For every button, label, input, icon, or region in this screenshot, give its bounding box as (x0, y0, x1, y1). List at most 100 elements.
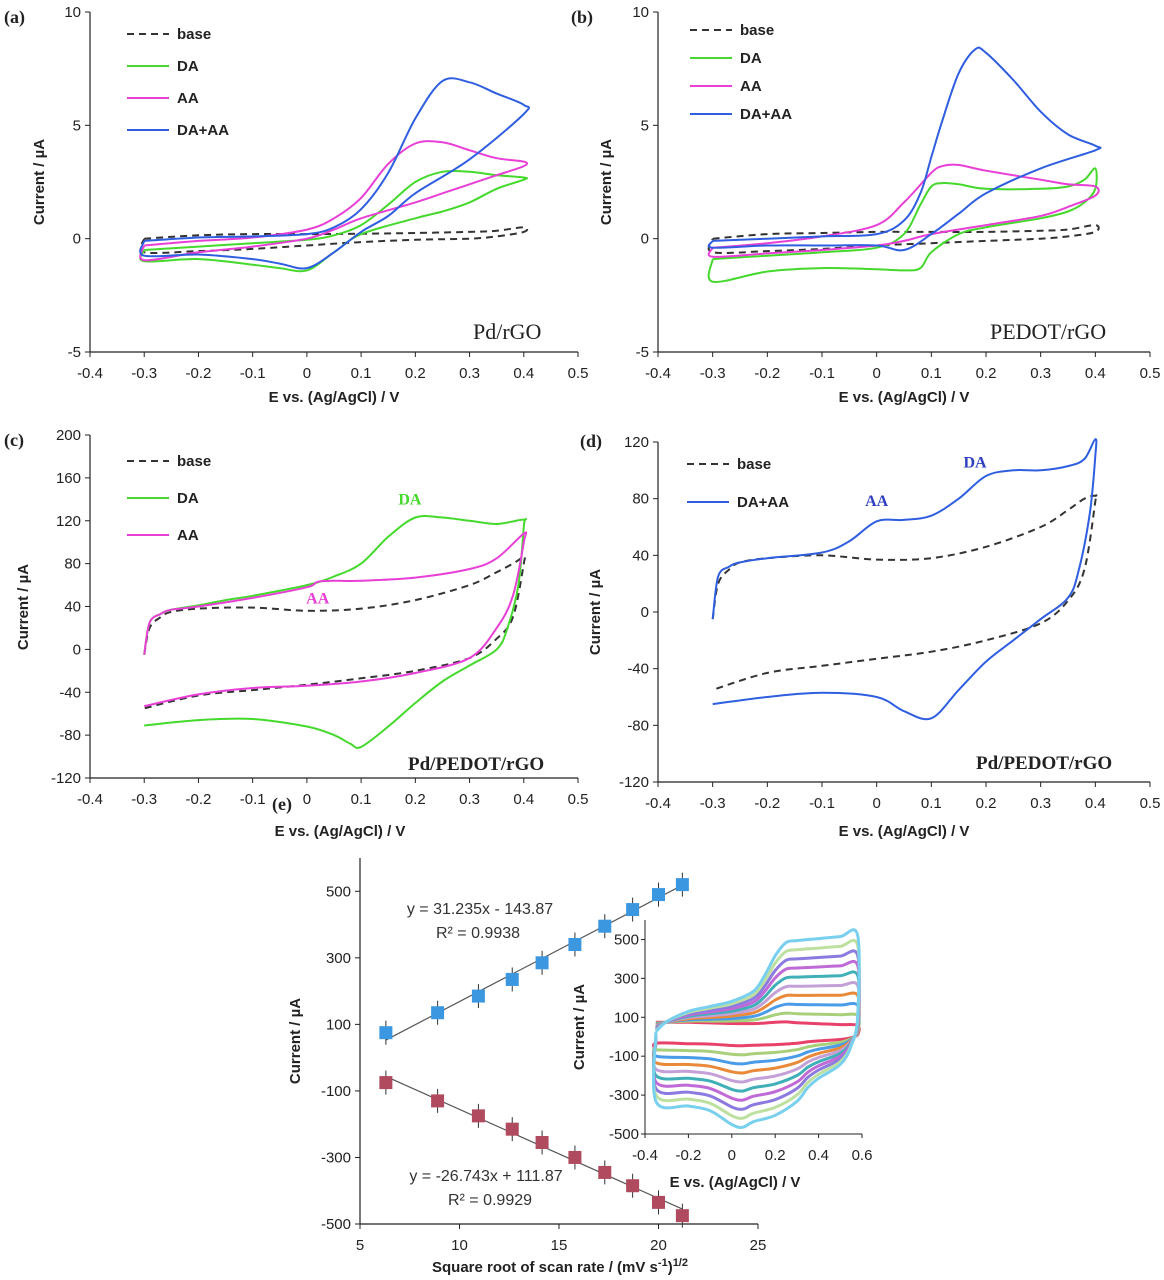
r-squared-label: R² = 0.9929 (448, 1192, 532, 1209)
y-tick-label: 80 (64, 556, 81, 573)
y-tick-label: 200 (56, 427, 81, 444)
inset-x-tick-label: 0.4 (808, 1147, 829, 1164)
x-tick-label: -0.2 (186, 791, 212, 808)
y-axis-title: Current / µA (31, 139, 48, 225)
inset-y-tick-label: 500 (614, 931, 639, 948)
legend-label: DA+AA (177, 122, 229, 139)
legend: base DA AA DA+AA (127, 26, 229, 139)
inset-y-tick-label: 300 (614, 970, 639, 987)
inset-chart: -500 -300 -100 100 300 500 -0.4 -0.2 0 0.2 0.4 0.6 C… (571, 920, 872, 1191)
peak-annotation: AA (306, 590, 330, 607)
series-da-line (143, 514, 528, 749)
y-tick-label: -40 (627, 661, 649, 678)
data-point-cathodic (626, 1179, 640, 1193)
y-tick-label: -300 (321, 1149, 351, 1166)
y-tick-label: 5 (641, 117, 649, 134)
y-tick-label: 300 (326, 950, 351, 967)
data-point-anodic (626, 903, 640, 917)
x-tick-label: 10 (451, 1237, 468, 1254)
inset-x-axis-title: E vs. (Ag/AgCl) / V (670, 1174, 801, 1191)
x-tick-label: -0.1 (809, 365, 835, 382)
peak-annotation: DA (398, 492, 422, 509)
x-tick-label: 0 (303, 365, 311, 382)
x-axis-title: Square root of scan rate / (mV s-1)1/2 (432, 1257, 688, 1276)
y-axis-title: Current / µA (15, 564, 32, 650)
x-tick-label: 0.5 (568, 791, 589, 808)
y-tick-label: -120 (51, 770, 81, 787)
data-point-anodic (505, 972, 519, 986)
legend-label: base (177, 453, 211, 470)
x-axis-title-part: 1/2 (673, 1257, 688, 1269)
series-aa-line (707, 163, 1100, 258)
y-tick-label: 80 (632, 491, 649, 508)
legend-label: base (177, 26, 211, 43)
legend-label: AA (740, 78, 762, 95)
series-aa-line (139, 140, 529, 262)
series-da-aa-line (139, 77, 530, 270)
x-tick-label: -0.2 (754, 795, 780, 812)
y-tick-label: -500 (321, 1216, 351, 1233)
y-tick-label: 40 (632, 547, 649, 564)
x-tick-label: 0.3 (1030, 795, 1051, 812)
legend-label: AA (177, 90, 199, 107)
x-tick-label: 0.3 (1030, 365, 1051, 382)
y-tick-label: 500 (326, 883, 351, 900)
panel-label: (b) (571, 7, 593, 28)
x-tick-label: 0.1 (351, 365, 372, 382)
y-tick-label: 0 (73, 231, 81, 248)
panel-label: (a) (4, 7, 25, 28)
y-tick-label: 40 (64, 599, 81, 616)
x-axis-title: E vs. (Ag/AgCl) / V (269, 389, 400, 406)
x-tick-label: 0.4 (1085, 795, 1106, 812)
sample-label: PEDOT/rGO (990, 319, 1106, 344)
data-point-cathodic (379, 1076, 393, 1090)
data-point-cathodic (535, 1135, 549, 1149)
panel-a: -5 0 5 10 -0.4 -0.3 -0.2 -0.1 0 0.1 0.2 0.3 0.4 0.5 Cu… (4, 4, 588, 406)
x-tick-label: -0.4 (645, 795, 671, 812)
y-tick-label: 160 (56, 470, 81, 487)
y-axis-title: Current / µA (587, 569, 604, 655)
x-tick-label: 25 (750, 1237, 767, 1254)
x-axis-title: E vs. (Ag/AgCl) / V (275, 823, 406, 840)
panel-label: (e) (272, 794, 292, 815)
legend-label: DA (177, 58, 199, 75)
y-tick-label: -5 (636, 344, 649, 361)
inset-x-tick-label: 0 (728, 1147, 736, 1164)
data-point-anodic (471, 989, 485, 1003)
y-tick-label: -40 (59, 684, 81, 701)
data-point-anodic (535, 956, 549, 970)
x-tick-label: 0.1 (921, 795, 942, 812)
y-tick-label: -120 (619, 774, 649, 791)
series-da-line (707, 167, 1098, 283)
data-point-cathodic (568, 1150, 582, 1164)
y-tick-label: 10 (632, 4, 649, 21)
y-tick-label: -100 (321, 1083, 351, 1100)
inset-y-tick-label: -300 (609, 1087, 639, 1104)
x-tick-label: 5 (356, 1237, 364, 1254)
x-tick-label: -0.4 (645, 365, 671, 382)
data-point-anodic (652, 888, 665, 902)
data-point-anodic (431, 1006, 445, 1020)
legend-label: base (740, 22, 774, 39)
data-point-cathodic (652, 1195, 665, 1209)
sample-label: Pd/rGO (473, 319, 541, 344)
data-point-cathodic (431, 1094, 445, 1108)
x-tick-label: 0.5 (1140, 795, 1161, 812)
x-tick-label: -0.3 (700, 365, 726, 382)
series-base-line (143, 555, 527, 710)
inset-x-tick-label: 0.2 (765, 1147, 786, 1164)
x-tick-label: 0.2 (976, 795, 997, 812)
y-tick-label: -80 (59, 727, 81, 744)
series-da-aa-line (707, 46, 1102, 252)
x-axis-title-part: ) (668, 1259, 673, 1276)
x-tick-label: -0.4 (77, 791, 103, 808)
x-tick-label: 0.5 (1140, 365, 1161, 382)
panel-label: (c) (4, 430, 24, 451)
x-tick-label: 0.4 (1085, 365, 1106, 382)
x-tick-label: 0.3 (459, 791, 480, 808)
series-da-aa-line (711, 438, 1098, 721)
x-axis-title: E vs. (Ag/AgCl) / V (839, 823, 970, 840)
sample-label: Pd/PEDOT/rGO (408, 754, 544, 775)
panel-label: (d) (580, 431, 602, 452)
